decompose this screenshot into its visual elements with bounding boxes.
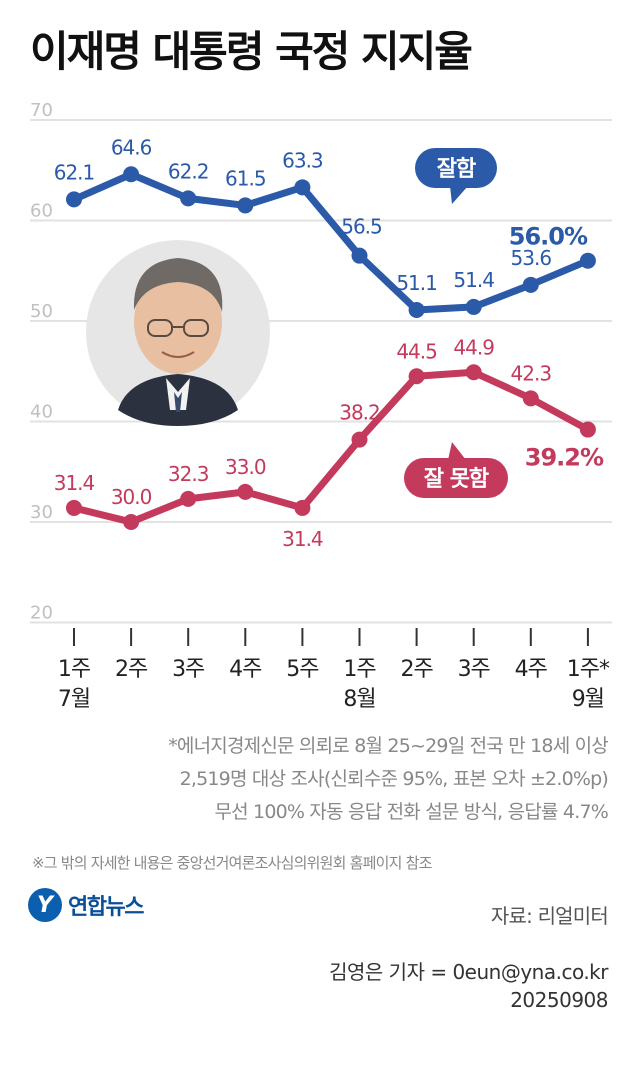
data-point — [465, 298, 482, 315]
data-label: 42.3 — [511, 361, 552, 385]
x-tick-label: 1주 — [58, 657, 91, 682]
x-tick-label: 5주 — [286, 657, 319, 682]
y-tick-label: 40 — [30, 402, 53, 423]
logo-mark-icon: Y — [28, 888, 62, 922]
x-tick-label: 4주 — [229, 657, 262, 682]
data-label: 30.0 — [111, 485, 152, 509]
data-point — [351, 431, 368, 448]
data-point — [294, 179, 311, 196]
footnote-line: 2,519명 대상 조사(신뢰수준 95%, 표본 오차 ±2.0%p) — [179, 768, 609, 790]
y-tick-label: 20 — [30, 603, 53, 624]
footnote-line: 무선 100% 자동 응답 전화 설문 방식, 응답률 4.7% — [214, 801, 608, 823]
bubble-shape — [415, 148, 497, 188]
data-label: 56.5 — [341, 215, 382, 239]
data-label: 32.3 — [168, 462, 209, 486]
data-point — [123, 514, 140, 530]
data-label: 62.2 — [168, 159, 209, 183]
data-point — [579, 252, 596, 269]
x-month-label: 7월 — [58, 687, 90, 712]
y-tick-label: 70 — [30, 100, 53, 121]
data-point — [123, 166, 140, 183]
x-tick-label: 3주 — [458, 657, 491, 682]
x-tick-label: 1주 — [343, 657, 376, 682]
bubble-shape — [404, 458, 508, 498]
series-legend-bubble: 잘함 — [415, 148, 497, 204]
data-point — [408, 301, 425, 318]
x-tick-label: 2주 — [400, 657, 433, 682]
bubble-tail — [450, 186, 468, 204]
x-tick-label: 4주 — [515, 657, 548, 682]
data-point — [522, 390, 539, 407]
data-point — [579, 421, 596, 438]
data-point — [294, 499, 311, 516]
bubble-tail — [448, 442, 466, 460]
data-label: 39.2% — [525, 444, 604, 472]
page-title: 이재명 대통령 국정 지지율 — [30, 27, 473, 76]
data-label: 31.4 — [54, 471, 95, 495]
reporter-credit: 김영은 기자 = 0eun@yna.co.kr — [329, 960, 608, 984]
president-portrait — [86, 240, 270, 426]
data-point — [180, 490, 197, 507]
source-label: 자료: 리얼미터 — [490, 904, 609, 928]
data-point — [66, 499, 82, 516]
y-tick-label: 50 — [30, 301, 53, 322]
data-point — [408, 368, 425, 385]
footnote-line: *에너지경제신문 의뢰로 8월 25~29일 전국 만 18세 이상 — [168, 735, 609, 757]
data-label: 53.6 — [511, 246, 552, 270]
data-label: 61.5 — [225, 166, 266, 190]
data-label: 56.0% — [509, 223, 588, 251]
series-line — [70, 368, 592, 526]
data-point — [351, 247, 368, 264]
series-line — [70, 170, 592, 314]
publish-date: 20250908 — [510, 988, 608, 1012]
x-month-label: 8월 — [343, 687, 375, 712]
y-tick-label: 60 — [30, 201, 53, 222]
data-point — [180, 190, 197, 207]
yonhap-logo: Y 연합뉴스 — [28, 888, 144, 922]
y-tick-label: 30 — [30, 502, 53, 523]
data-label: 51.4 — [453, 268, 494, 292]
data-point — [522, 276, 539, 293]
data-label: 51.1 — [396, 271, 437, 295]
data-label: 44.5 — [396, 339, 437, 363]
data-label: 64.6 — [111, 135, 152, 159]
logo-text: 연합뉴스 — [68, 895, 144, 920]
bubble-label: 잘 못함 — [424, 467, 489, 492]
x-tick-label: 1주* — [567, 657, 610, 682]
x-tick-label: 3주 — [172, 657, 205, 682]
line-chart: 20 30 40 50 60 70 62.1 64.6 62.2 61.5 63.3 56.5 51.… — [30, 100, 612, 712]
data-point — [66, 191, 82, 208]
data-label: 33.0 — [225, 455, 266, 479]
data-point — [465, 364, 482, 381]
credit-block: 김영은 기자 = 0eun@yna.co.kr 20250908 — [329, 958, 608, 1014]
data-label: 31.4 — [282, 527, 323, 551]
data-label: 63.3 — [282, 148, 323, 172]
series-legend-bubble: 잘 못함 — [404, 442, 508, 498]
data-label: 44.9 — [453, 335, 494, 359]
data-point — [237, 483, 254, 500]
x-month-label: 9월 — [572, 687, 604, 712]
data-label: 62.1 — [54, 160, 95, 184]
x-tick-label: 2주 — [115, 657, 148, 682]
data-label: 38.2 — [339, 401, 380, 425]
reference-note: ※그 밖의 자세한 내용은 중앙선거여론조사심의위원회 홈페이지 참조 — [32, 854, 432, 872]
bubble-label: 잘함 — [437, 157, 476, 182]
survey-footnote: *에너지경제신문 의뢰로 8월 25~29일 전국 만 18세 이상 2,519… — [168, 730, 609, 829]
data-point — [237, 197, 254, 214]
